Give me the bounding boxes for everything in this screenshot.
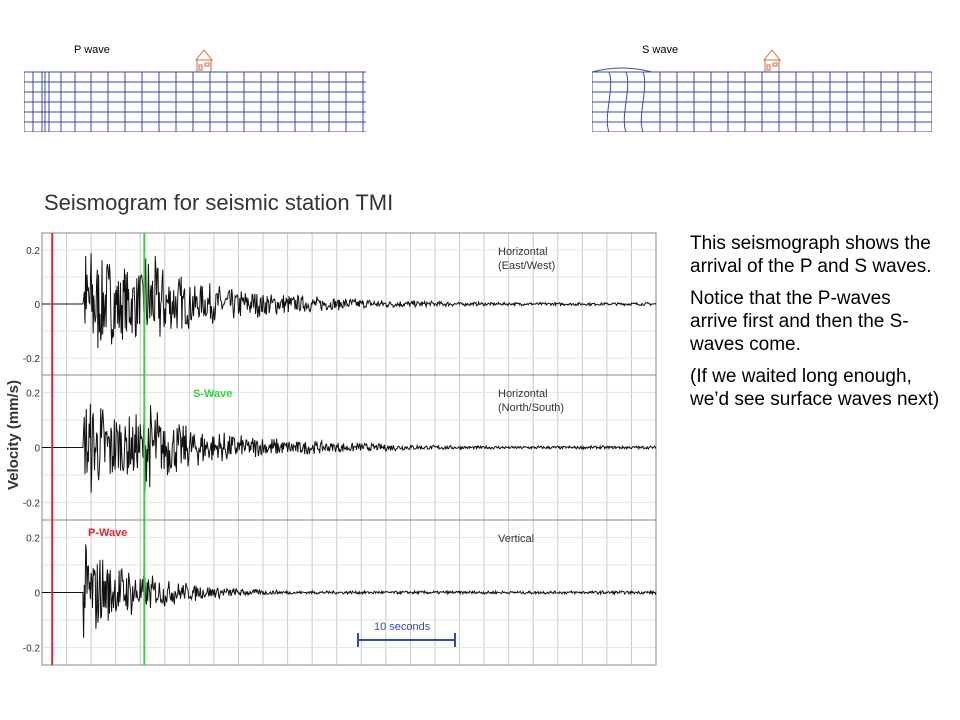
seismogram-chart: 0.2 0 -0.2 Horizontal (East/West) 0.2 0 -0.2 Hor… [0, 225, 670, 675]
series-label: Horizontal [498, 388, 548, 400]
y-tick-label: -0.2 [23, 354, 41, 365]
seismogram-traces [42, 253, 656, 638]
s-wave-grid [592, 68, 932, 132]
p-wave-marker-label: P-Wave [88, 527, 127, 539]
s-wave-illustration: S wave [592, 32, 932, 132]
p-wave-label: P wave [74, 44, 110, 56]
house-icon [764, 50, 780, 72]
s-wave-label: S wave [642, 44, 678, 56]
note-paragraph-1: This seismograph shows the arrival of th… [690, 232, 940, 278]
explanation-text: This seismograph shows the arrival of th… [690, 232, 940, 420]
y-tick-label: 0.2 [26, 533, 40, 544]
trace-line [42, 404, 656, 493]
series-label: Horizontal [498, 246, 548, 258]
note-paragraph-2: Notice that the P-waves arrive first and… [690, 287, 940, 356]
y-tick-label: -0.2 [23, 644, 41, 655]
scale-bar [358, 633, 455, 647]
y-axis-label: Velocity (mm/s) [5, 380, 22, 490]
y-tick-label: -0.2 [23, 499, 41, 510]
y-tick-label: 0 [34, 444, 40, 455]
y-tick-label: 0 [34, 300, 40, 311]
y-tick-label: 0.2 [26, 246, 40, 257]
note-paragraph-3: (If we waited long enough, we’d see surf… [690, 365, 940, 411]
trace-line [42, 253, 656, 348]
y-tick-label: 0 [34, 589, 40, 600]
s-wave-marker-label: S-Wave [193, 388, 232, 400]
p-wave-grid [24, 72, 366, 132]
p-wave-illustration: P wave [24, 32, 366, 132]
series-label: (East/West) [498, 260, 555, 272]
trace-line [42, 544, 656, 638]
series-label: Vertical [498, 533, 534, 545]
house-icon [196, 50, 212, 72]
seismogram-title: Seismogram for seismic station TMI [44, 190, 393, 216]
series-label: (North/South) [498, 402, 564, 414]
y-tick-label: 0.2 [26, 388, 40, 399]
scale-bar-label: 10 seconds [374, 621, 431, 633]
